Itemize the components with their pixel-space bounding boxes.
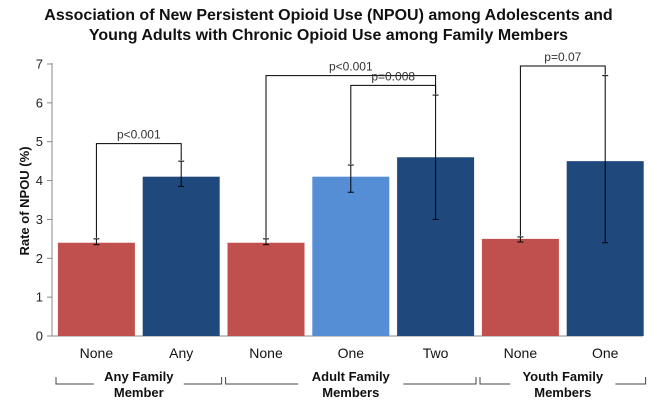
x-tick-label: Any xyxy=(169,345,193,361)
y-tick-label: 5 xyxy=(36,134,43,149)
group-bracket-right xyxy=(183,377,223,385)
bar xyxy=(312,176,390,336)
x-tick-label: One xyxy=(592,345,619,361)
x-tick-label: One xyxy=(338,345,365,361)
group-bracket-right xyxy=(615,377,647,385)
group-label: Member xyxy=(114,385,164,400)
group-label: Any Family xyxy=(104,369,174,384)
group-bracket-left xyxy=(55,377,94,385)
significance-bracket xyxy=(519,65,606,236)
chart-x-labels: None Any None One Two None One xyxy=(80,345,619,361)
y-tick-label: 6 xyxy=(36,95,43,110)
significance-bracket xyxy=(350,84,437,165)
chart-bars xyxy=(57,157,644,336)
chart-title: Association of New Persistent Opioid Use… xyxy=(0,6,657,46)
group-label: Members xyxy=(322,385,379,400)
x-tick-label: None xyxy=(249,345,283,361)
bar xyxy=(57,242,135,336)
y-tick-label: 1 xyxy=(36,290,43,305)
y-tick-label: 7 xyxy=(36,57,43,72)
chart-title-line-1: Association of New Persistent Opioid Use… xyxy=(44,7,613,24)
y-tick-label: 4 xyxy=(36,173,43,188)
group-label: Members xyxy=(534,385,591,400)
bar xyxy=(481,238,559,336)
significance-bracket xyxy=(265,75,437,238)
significance-label: p<0.001 xyxy=(329,60,373,74)
chart-title-line-2: Young Adults with Chronic Opioid Use amo… xyxy=(88,27,569,44)
y-tick-label: 0 xyxy=(36,329,43,344)
group-bracket-left xyxy=(225,377,299,385)
significance-label: p=0.07 xyxy=(544,50,581,64)
group-label: Youth Family xyxy=(522,369,603,384)
significance-bracket xyxy=(95,143,182,238)
y-tick-label: 3 xyxy=(36,212,43,227)
y-axis-label: Rate of NPOU (%) xyxy=(17,146,32,255)
group-label: Adult Family xyxy=(312,369,391,384)
x-tick-label: Two xyxy=(423,345,449,361)
x-tick-label: None xyxy=(504,345,538,361)
chart-error-bars xyxy=(93,75,609,246)
bar xyxy=(227,242,305,336)
significance-label: p=0.008 xyxy=(371,69,415,83)
group-bracket-right xyxy=(403,377,477,385)
y-tick-label: 2 xyxy=(36,251,43,266)
bar xyxy=(142,176,220,336)
group-bracket-left xyxy=(479,377,511,385)
x-tick-label: None xyxy=(80,345,114,361)
significance-label: p<0.001 xyxy=(117,128,161,142)
